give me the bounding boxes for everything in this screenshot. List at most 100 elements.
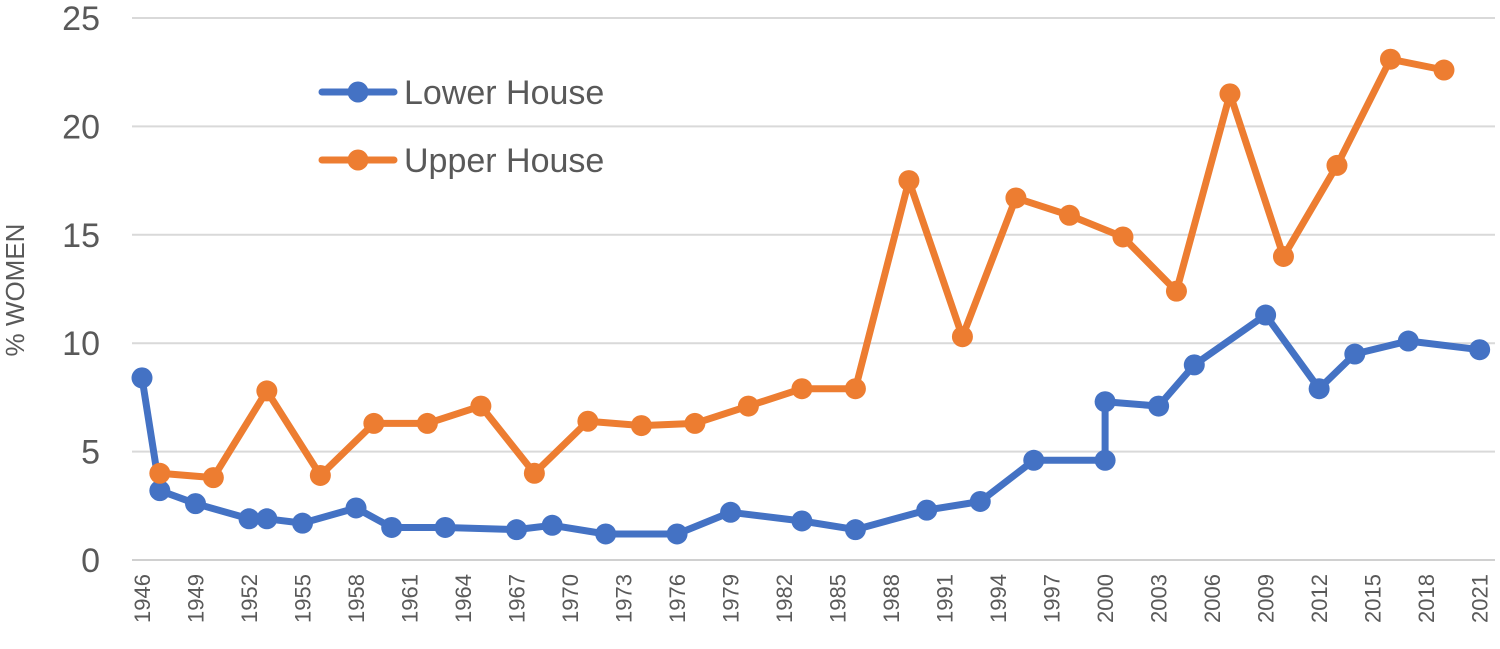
x-tick-label: 1961 — [398, 574, 423, 623]
data-point — [256, 380, 278, 402]
x-tick-label: 1967 — [505, 574, 530, 623]
data-point — [131, 367, 153, 389]
data-point — [791, 378, 813, 400]
legend: Lower House Upper House — [318, 74, 604, 180]
data-point — [256, 508, 278, 530]
data-point — [630, 415, 652, 437]
x-tick-label: 2006 — [1200, 574, 1225, 623]
series-line — [138, 311, 1484, 538]
data-point — [1272, 245, 1294, 267]
data-point — [791, 510, 813, 532]
data-point — [1183, 354, 1205, 376]
x-tick-label: 2012 — [1307, 574, 1332, 623]
data-point — [1469, 339, 1491, 361]
x-tick-label: 1979 — [719, 574, 744, 623]
data-point — [202, 467, 224, 489]
data-point — [1344, 343, 1366, 365]
x-axis: 1946 1949 1952 1955 1958 1961 1964 1967 1970 1973… — [130, 559, 1495, 623]
data-point — [1112, 226, 1134, 248]
x-tick-label: 1964 — [451, 574, 476, 623]
data-point — [720, 501, 742, 523]
y-tick-label: 0 — [81, 542, 100, 580]
data-point — [238, 508, 260, 530]
x-tick-label: 1985 — [826, 574, 851, 623]
legend-swatch-marker — [347, 81, 369, 103]
data-point — [470, 395, 492, 417]
data-point — [345, 497, 367, 519]
data-point — [1094, 449, 1116, 471]
x-tick-label: 1982 — [772, 574, 797, 623]
x-tick-label: 1994 — [986, 574, 1011, 623]
series-lines — [131, 48, 1491, 545]
data-point — [381, 516, 403, 538]
x-tick-label: 1952 — [237, 574, 262, 623]
data-point — [149, 480, 171, 502]
y-axis: 0 5 10 15 20 25 — [62, 0, 100, 580]
x-tick-label: 1997 — [1040, 574, 1065, 623]
x-tick-label: 2018 — [1414, 574, 1439, 623]
data-point — [684, 412, 706, 434]
data-point — [1148, 395, 1170, 417]
data-point — [1023, 449, 1045, 471]
series-lower-house — [131, 304, 1491, 545]
y-tick-label: 20 — [62, 108, 100, 146]
data-point — [506, 519, 528, 541]
x-tick-label: 2015 — [1361, 574, 1386, 623]
x-tick-label: 2009 — [1254, 574, 1279, 623]
x-tick-label: 1955 — [291, 574, 316, 623]
data-point — [1058, 204, 1080, 226]
data-point — [666, 523, 688, 545]
data-point — [149, 462, 171, 484]
y-tick-label: 15 — [62, 217, 100, 255]
data-point — [737, 395, 759, 417]
y-tick-label: 10 — [62, 325, 100, 363]
data-point — [1397, 330, 1419, 352]
gridlines — [132, 17, 1495, 453]
x-tick-label: 1958 — [344, 574, 369, 623]
legend-item: Lower House — [318, 74, 604, 112]
data-point — [1255, 304, 1277, 326]
data-point — [844, 519, 866, 541]
x-tick-label: 1973 — [612, 574, 637, 623]
data-point — [541, 514, 563, 536]
data-point — [292, 512, 314, 534]
data-point — [309, 464, 331, 486]
data-point — [1308, 378, 1330, 400]
legend-item: Upper House — [318, 142, 604, 180]
data-point — [185, 493, 207, 515]
x-tick-label: 2003 — [1147, 574, 1172, 623]
data-point — [416, 412, 438, 434]
data-point — [969, 490, 991, 512]
data-point — [1379, 48, 1401, 70]
x-tick-label: 1970 — [558, 574, 583, 623]
data-point — [1433, 59, 1455, 81]
legend-label: Lower House — [404, 74, 604, 112]
data-point — [363, 412, 385, 434]
data-point — [1219, 83, 1241, 105]
data-point — [1094, 391, 1116, 413]
x-tick-label: 1946 — [130, 574, 155, 623]
x-tick-label: 1991 — [933, 574, 958, 623]
data-point — [434, 516, 456, 538]
data-point — [844, 378, 866, 400]
x-tick-label: 2021 — [1468, 574, 1493, 623]
legend-swatch-marker — [347, 149, 369, 171]
data-point — [577, 410, 599, 432]
x-tick-label: 1949 — [184, 574, 209, 623]
data-point — [951, 326, 973, 348]
data-point — [1165, 280, 1187, 302]
data-point — [1326, 154, 1348, 176]
data-point — [916, 499, 938, 521]
y-tick-label: 25 — [62, 0, 100, 38]
series-line — [156, 55, 1448, 482]
series-upper-house — [149, 48, 1455, 489]
y-tick-label: 5 — [81, 434, 100, 472]
data-point — [1005, 187, 1027, 209]
data-point — [898, 170, 920, 192]
data-point — [523, 462, 545, 484]
y-axis-label: % WOMEN — [0, 224, 30, 357]
x-tick-label: 1976 — [665, 574, 690, 623]
x-tick-label: 2000 — [1093, 574, 1118, 623]
x-tick-label: 1988 — [879, 574, 904, 623]
